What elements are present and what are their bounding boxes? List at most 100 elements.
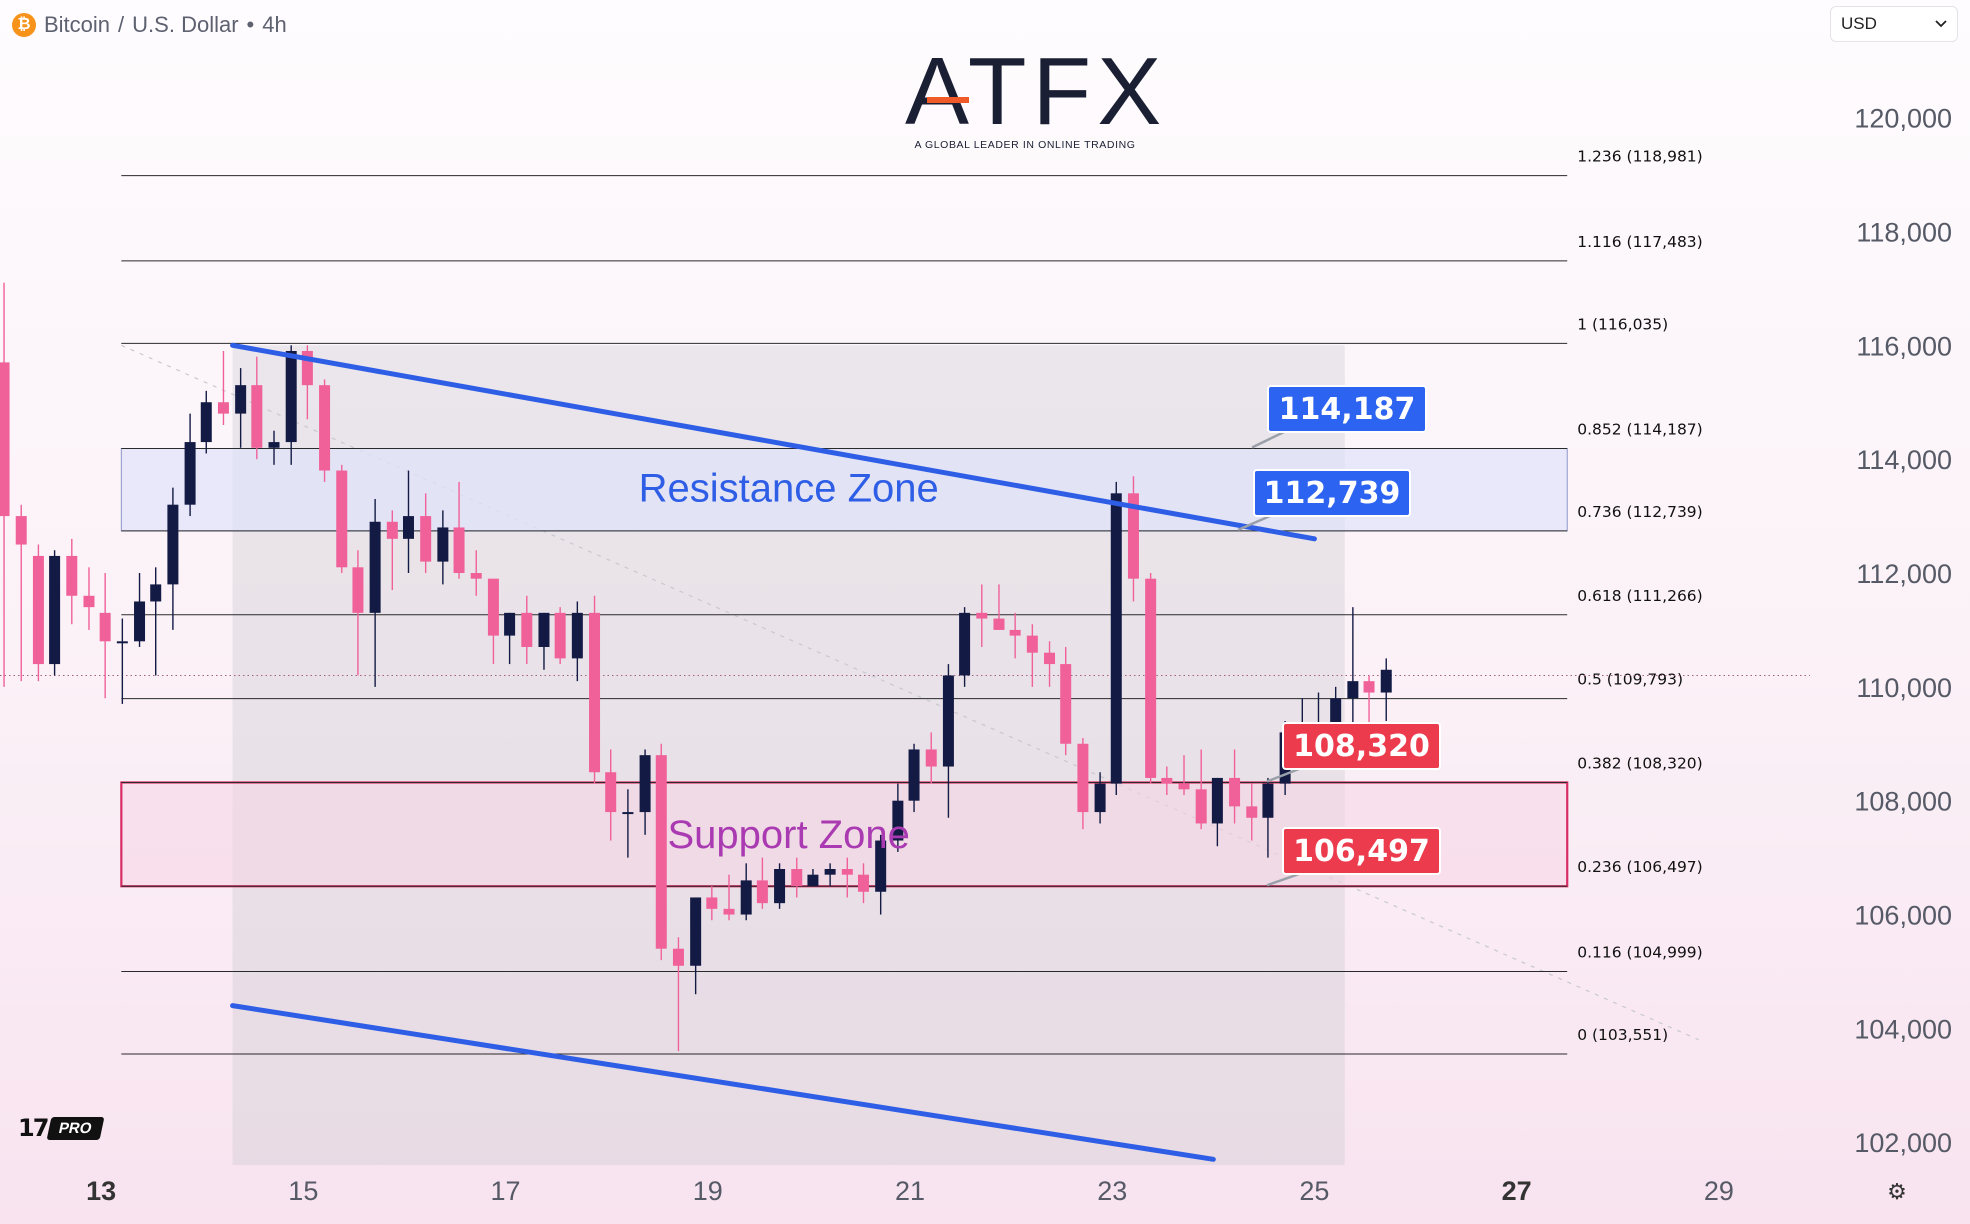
bearish-candle <box>1195 789 1207 824</box>
y-axis-tick-label: 118,000 <box>1856 217 1952 247</box>
bullish-candle <box>437 527 449 562</box>
bearish-candle <box>386 521 398 539</box>
fib-level-label: 0.618 (111,266) <box>1577 587 1703 605</box>
logo-wordmark: ATFX <box>905 38 1168 145</box>
price-tag-pointer <box>1266 872 1300 887</box>
bullish-candle <box>622 812 634 815</box>
fib-level-label: 0.116 (104,999) <box>1577 944 1703 962</box>
price-tag-pointer <box>1266 767 1300 783</box>
y-axis-tick-label: 116,000 <box>1856 331 1952 361</box>
tradingview-logo-icon: 17 <box>18 1114 49 1142</box>
timeframe: 4h <box>262 12 287 37</box>
bearish-candle <box>0 362 10 517</box>
bearish-candle <box>453 527 465 573</box>
bearish-candle <box>1026 635 1038 653</box>
bearish-candle <box>993 618 1005 630</box>
bearish-candle <box>319 385 331 471</box>
bullish-candle <box>774 869 786 904</box>
bullish-candle <box>268 442 280 448</box>
logo-accent-bar <box>927 97 969 103</box>
bearish-candle <box>83 595 95 608</box>
bullish-candle <box>1347 681 1359 699</box>
bearish-candle <box>301 351 313 386</box>
symbol-header[interactable]: ₿ Bitcoin / U.S. Dollar • 4h <box>12 10 287 40</box>
y-axis-tick-label: 104,000 <box>1854 1014 1952 1044</box>
bullish-candle <box>402 516 414 539</box>
bullish-candle <box>1211 777 1223 824</box>
price-tag-value: 112,739 <box>1264 476 1401 511</box>
chevron-down-icon <box>1935 20 1947 28</box>
fib-level-label: 1.236 (118,981) <box>1577 148 1703 166</box>
bearish-candle <box>336 470 348 568</box>
bullish-candle <box>235 385 247 414</box>
bullish-candle <box>1380 669 1392 693</box>
x-axis-tick-label: 13 <box>86 1176 116 1206</box>
bullish-candle <box>571 612 583 659</box>
bullish-candle <box>184 442 196 505</box>
bullish-candle <box>538 612 550 647</box>
price-tag-value: 108,320 <box>1293 729 1430 764</box>
y-axis-tick-label: 106,000 <box>1854 901 1952 931</box>
pro-label: PRO <box>46 1116 105 1140</box>
bearish-candle <box>976 612 988 619</box>
bullish-candle <box>740 880 752 915</box>
bearish-candle <box>1229 777 1241 807</box>
price-tag <box>1267 385 1427 433</box>
bearish-candle <box>655 755 667 949</box>
bullish-candle <box>1262 783 1274 818</box>
bearish-candle <box>1145 578 1157 778</box>
bearish-candle <box>487 578 499 636</box>
bullish-candle <box>369 521 381 613</box>
atfx-logo: ATFX A GLOBAL LEADER IN ONLINE TRADING <box>905 38 1168 152</box>
bullish-candle <box>1094 783 1106 813</box>
fib-level-label: 0.382 (108,320) <box>1577 754 1703 772</box>
x-axis-tick-label: 29 <box>1704 1176 1734 1206</box>
bearish-candle <box>554 612 566 659</box>
tradingview-pro-badge: 17 PRO <box>18 1114 105 1142</box>
quote-currency: U.S. Dollar <box>132 12 239 37</box>
diagonal-guide-line <box>121 344 1699 1041</box>
bearish-candle <box>857 874 869 892</box>
support-zone-label: Support Zone <box>667 813 909 857</box>
bearish-candle <box>706 897 718 909</box>
bearish-candle <box>723 908 735 915</box>
bullish-candle <box>908 749 920 801</box>
bearish-candle <box>1077 743 1089 813</box>
symbol-separator: / <box>118 12 125 37</box>
logo-tagline: A GLOBAL LEADER IN ONLINE TRADING <box>914 139 1136 151</box>
fib-level-label: 1.116 (117,483) <box>1577 233 1703 251</box>
fib-level-label: 0.736 (112,739) <box>1577 503 1703 521</box>
settings-gear-icon[interactable]: ⚙ <box>1887 1180 1907 1205</box>
bullish-candle <box>690 897 702 966</box>
bearish-candle <box>1161 777 1173 784</box>
x-axis-tick-label: 19 <box>693 1176 723 1206</box>
price-tag-value: 114,187 <box>1279 392 1416 427</box>
upper-trendline <box>230 342 1317 542</box>
bearish-candle <box>1178 783 1190 790</box>
bullish-candle <box>807 874 819 887</box>
bullish-candle <box>49 555 61 665</box>
separator-dot: • <box>246 12 255 37</box>
fib-level-label: 0.852 (114,187) <box>1577 421 1703 439</box>
bullish-candle <box>504 612 516 636</box>
bearish-candle <box>605 772 617 813</box>
x-axis-tick-label: 21 <box>895 1176 925 1206</box>
x-axis-tick-label: 15 <box>288 1176 318 1206</box>
y-axis-tick-label: 102,000 <box>1854 1128 1952 1158</box>
currency-select[interactable]: USD <box>1830 6 1958 42</box>
bearish-candle <box>756 880 768 904</box>
bearish-candle <box>66 555 78 596</box>
bullish-candle <box>1330 698 1342 727</box>
bearish-candle <box>470 573 482 579</box>
bitcoin-icon: ₿ <box>12 13 36 37</box>
bearish-candle <box>1246 806 1258 818</box>
price-tag <box>1282 722 1441 770</box>
bearish-candle <box>672 948 684 966</box>
bullish-candle <box>639 755 651 813</box>
y-axis-tick-label: 112,000 <box>1856 559 1952 589</box>
bearish-candle <box>1044 652 1056 665</box>
y-axis-tick-label: 114,000 <box>1856 445 1952 475</box>
fib-level-label: 0.236 (106,497) <box>1577 858 1703 876</box>
bearish-candle <box>251 385 263 448</box>
